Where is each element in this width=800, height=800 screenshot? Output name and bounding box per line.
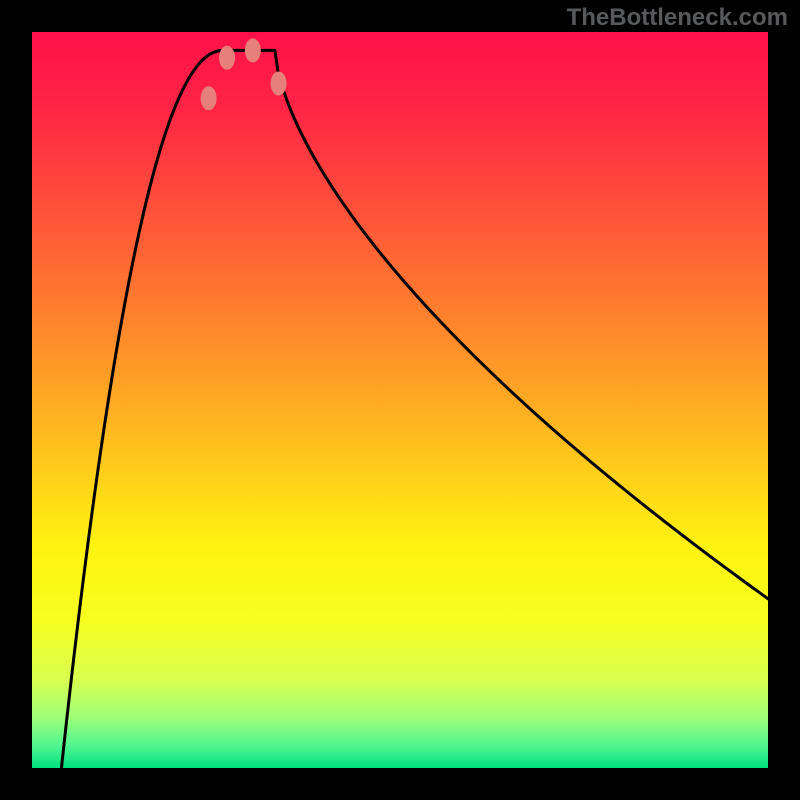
plot-svg	[32, 32, 768, 768]
curve-marker	[201, 86, 217, 110]
chart-container: TheBottleneck.com	[0, 0, 800, 800]
curve-marker	[219, 46, 235, 70]
curve-marker	[271, 72, 287, 96]
curve-marker	[245, 38, 261, 62]
gradient-background	[32, 32, 768, 768]
plot-area	[32, 32, 768, 768]
watermark-text: TheBottleneck.com	[567, 4, 788, 32]
